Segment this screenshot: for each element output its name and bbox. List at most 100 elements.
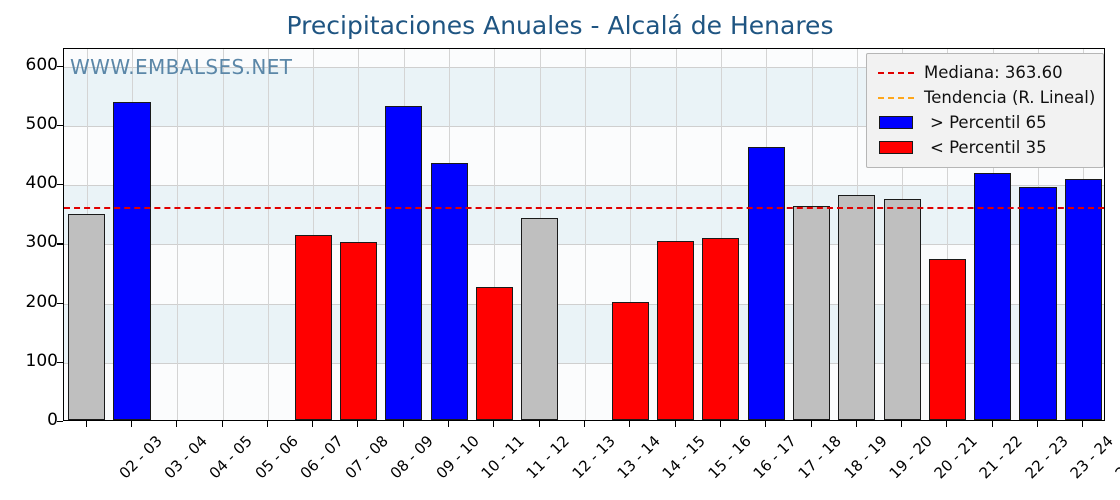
x-tick-label: 12 - 13 (568, 432, 619, 483)
x-tick-label: 15 - 16 (704, 432, 755, 483)
gridline-horizontal (64, 362, 1104, 364)
x-tick-label: 13 - 14 (613, 432, 664, 483)
x-tick-label: 16 - 17 (749, 432, 800, 483)
bar (657, 241, 695, 420)
y-tick-label: 300 (25, 232, 58, 253)
x-tick-label: 02 - 03 (115, 432, 166, 483)
legend-label: > Percentil 65 (930, 113, 1047, 132)
gridline-vertical (585, 49, 586, 420)
legend-color-swatch (879, 116, 913, 129)
background-band (64, 185, 1104, 245)
x-tick-mark (403, 421, 405, 427)
x-tick-mark (448, 421, 450, 427)
bar (1019, 187, 1057, 420)
x-tick-mark (131, 421, 133, 427)
y-tick-mark (57, 65, 63, 68)
x-tick-mark (539, 421, 541, 427)
legend-key-swatch (876, 141, 916, 154)
gridline-horizontal (64, 66, 1104, 68)
legend-label: Mediana: 363.60 (924, 63, 1063, 82)
bar (702, 237, 740, 420)
x-tick-mark (946, 421, 948, 427)
gridline-horizontal (64, 185, 1104, 187)
bar (928, 258, 966, 420)
x-tick-mark (357, 421, 359, 427)
x-tick-mark (675, 421, 677, 427)
y-tick-mark (57, 124, 63, 127)
gridline-horizontal (64, 125, 1104, 127)
bar (521, 218, 559, 420)
bar (838, 195, 876, 420)
x-tick-label: 21 - 22 (975, 432, 1027, 483)
legend-key-line (876, 96, 916, 99)
legend-label: Tendencia (R. Lineal) (924, 88, 1096, 107)
x-tick-label: 17 - 18 (794, 432, 846, 483)
x-tick-mark (765, 421, 767, 427)
x-tick-mark (584, 421, 586, 427)
legend-item: < Percentil 35 (876, 135, 1094, 160)
bar (339, 242, 378, 420)
x-tick-label: 07 - 08 (341, 432, 393, 483)
x-tick-label: 18 - 19 (840, 432, 891, 483)
x-tick-label: 23 - 24 (1066, 432, 1117, 483)
watermark: WWW.EMBALSES.NET (70, 55, 293, 79)
x-tick-label: 24 - 25 (1111, 432, 1120, 483)
bar (792, 205, 831, 420)
x-tick-mark (1037, 421, 1039, 427)
bar (294, 234, 332, 420)
x-tick-label: 19 - 20 (885, 432, 936, 483)
y-tick-mark (57, 302, 63, 304)
y-tick-label: 600 (25, 54, 58, 75)
gridline-vertical (177, 49, 178, 420)
x-tick-label: 04 - 05 (205, 432, 257, 483)
legend-key-swatch (876, 116, 916, 129)
x-tick-mark (901, 421, 903, 427)
x-tick-mark (312, 421, 314, 427)
gridline-vertical (313, 49, 314, 420)
gridline-vertical (721, 49, 722, 420)
x-tick-label: 11 - 12 (522, 432, 574, 483)
y-tick-label: 100 (25, 350, 58, 371)
gridline-vertical (268, 49, 269, 420)
y-tick-label: 500 (25, 113, 58, 134)
gridline-vertical (494, 49, 495, 420)
median-line-icon (878, 71, 914, 74)
x-tick-label: 08 - 09 (387, 432, 438, 483)
bar (883, 198, 921, 420)
x-tick-mark (629, 421, 631, 427)
trend-line (581, 49, 587, 50)
y-tick-label: 200 (25, 291, 58, 312)
x-tick-label: 20 - 21 (930, 432, 981, 483)
bar (475, 286, 513, 420)
x-tick-label: 06 - 07 (296, 432, 347, 483)
bar (113, 102, 151, 420)
x-tick-mark (811, 421, 813, 427)
x-tick-label: 03 - 04 (160, 432, 211, 483)
legend-label: < Percentil 35 (930, 138, 1047, 157)
bar (974, 173, 1012, 420)
gridline-vertical (630, 49, 631, 420)
chart-legend: Mediana: 363.60 Tendencia (R. Lineal) > Pe… (866, 53, 1104, 168)
page-title: Precipitaciones Anuales - Alcalá de Hena… (286, 11, 834, 40)
gridline-horizontal (64, 244, 1104, 246)
legend-item: Mediana: 363.60 (876, 60, 1094, 85)
legend-item: Tendencia (R. Lineal) (876, 85, 1096, 110)
bar (385, 105, 423, 420)
bar (68, 213, 106, 420)
bar (747, 147, 785, 420)
y-tick-mark (57, 184, 63, 186)
bar (1064, 179, 1102, 420)
y-tick-mark (57, 361, 63, 364)
gridline-horizontal (64, 303, 1104, 305)
x-tick-label: 10 - 11 (477, 432, 528, 483)
x-tick-mark (493, 421, 495, 427)
y-tick-mark (57, 243, 63, 245)
x-tick-mark (720, 421, 722, 427)
x-tick-mark (267, 421, 269, 427)
median-line (64, 206, 1104, 209)
x-tick-mark (176, 421, 178, 427)
y-tick-mark (57, 421, 63, 423)
x-tick-label: 14 - 15 (658, 432, 710, 483)
legend-color-swatch (879, 141, 913, 154)
